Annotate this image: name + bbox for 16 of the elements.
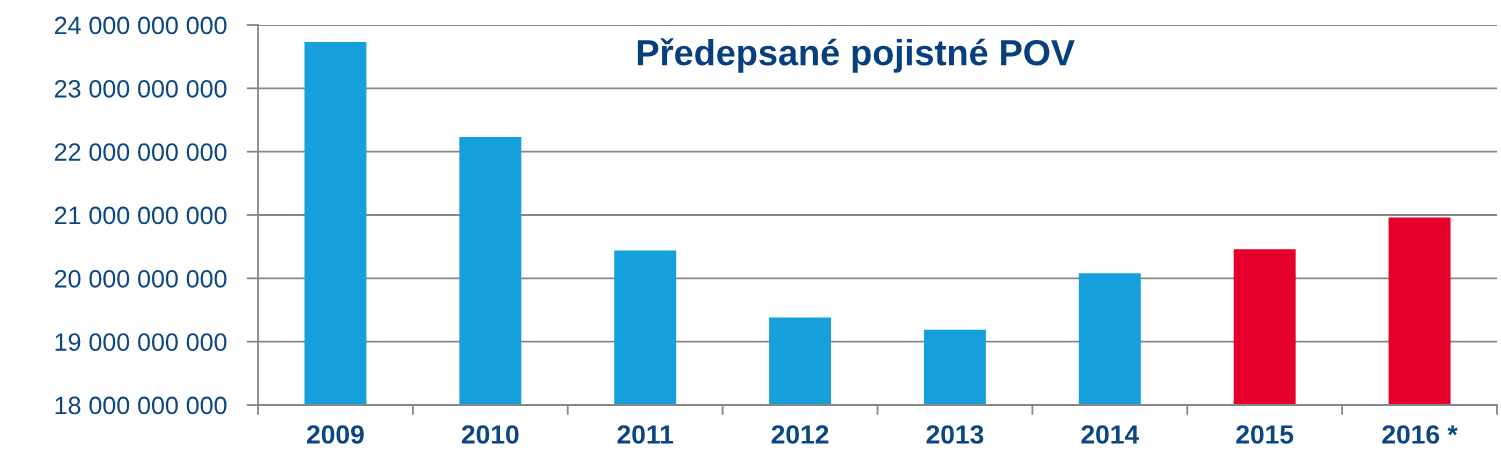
x-tick-label: 2012: [771, 425, 829, 444]
y-tick-label: 21 000 000 000: [54, 206, 227, 225]
x-tick-label: 2009: [307, 425, 364, 444]
x-tick-label: 2015: [1236, 425, 1294, 444]
y-tick-label: 23 000 000 000: [54, 79, 227, 98]
y-tick-label: 22 000 000 000: [54, 143, 227, 161]
chart-title: Předepsané pojistné POV: [637, 38, 1075, 73]
y-tick-label: 24 000 000 000: [54, 16, 227, 35]
x-tick-label: 2013: [926, 425, 984, 444]
x-tick-label: 2014: [1081, 425, 1140, 444]
x-tick-label: 2016 *: [1382, 425, 1458, 444]
y-tick-label: 20 000 000 000: [54, 269, 227, 288]
y-tick-label: 18 000 000 000: [55, 396, 227, 415]
y-tick-label: 19 000 000 000: [55, 333, 227, 351]
x-tick-label: 2011: [617, 425, 674, 444]
x-tick-label: 2010: [461, 425, 519, 444]
